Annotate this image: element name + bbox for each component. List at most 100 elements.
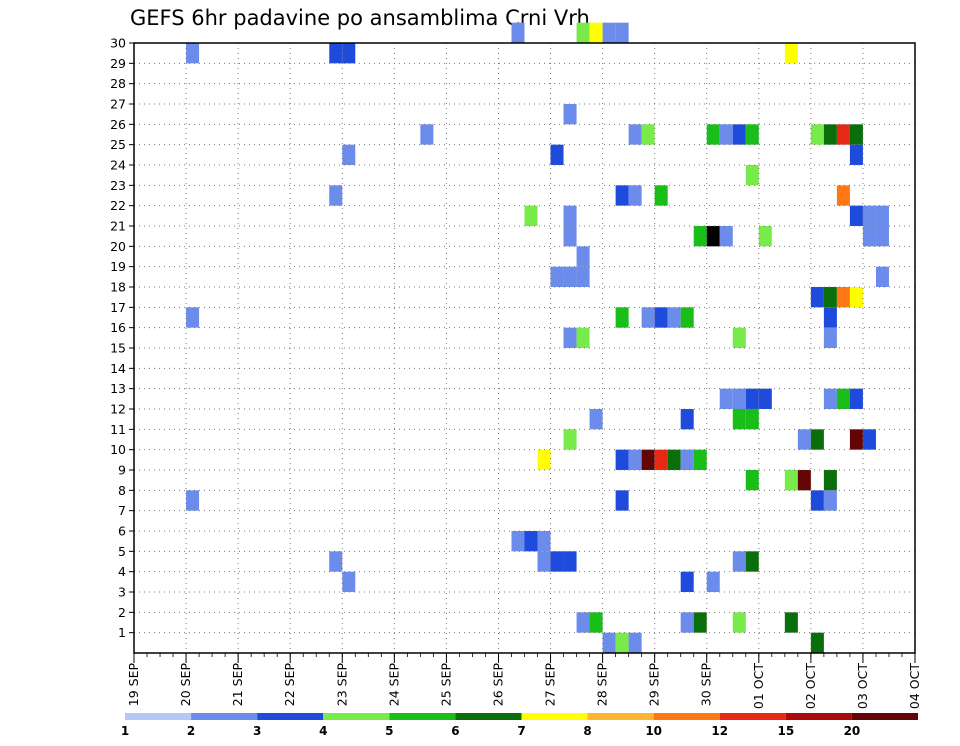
heatmap-cell — [823, 124, 837, 145]
legend-swatch — [851, 713, 918, 720]
heatmap-cell — [628, 124, 642, 145]
x-tick-label: 20 SEP — [178, 663, 193, 707]
heatmap-cells — [186, 22, 889, 653]
y-tick-label: 6 — [118, 524, 126, 539]
y-tick-label: 27 — [110, 97, 126, 112]
y-tick-label: 10 — [110, 442, 126, 457]
heatmap-cell — [875, 266, 889, 287]
heatmap-cell — [654, 449, 668, 470]
legend-label: 3 — [253, 724, 261, 738]
y-axis: 1234567891011121314151617181920212223242… — [110, 36, 134, 640]
x-tick-label: 30 SEP — [699, 663, 714, 707]
heatmap-cell — [667, 307, 681, 328]
heatmap-cell — [836, 388, 850, 409]
heatmap-cell — [849, 124, 863, 145]
heatmap-cell — [420, 124, 434, 145]
heatmap-cell — [628, 632, 642, 653]
heatmap-cell — [758, 388, 772, 409]
heatmap-cell — [849, 388, 863, 409]
heatmap-cell — [745, 409, 759, 430]
heatmap-cell — [732, 327, 746, 348]
heatmap-cell — [641, 449, 655, 470]
heatmap-cell — [797, 470, 811, 491]
legend-swatch — [191, 713, 258, 720]
heatmap-cell — [823, 388, 837, 409]
heatmap-cell — [862, 226, 876, 247]
heatmap-cell — [537, 449, 551, 470]
legend-label: 7 — [517, 724, 525, 738]
heatmap-cell — [186, 490, 200, 511]
x-axis: 19 SEP 20 SEP 21 SEP 22 SEP 23 SEP 24 SEP 25 S… — [126, 653, 922, 709]
heatmap-cell — [797, 429, 811, 450]
y-tick-label: 29 — [110, 56, 126, 71]
legend-label: 20 — [844, 724, 861, 738]
heatmap-cell — [836, 124, 850, 145]
grid-lines — [134, 43, 915, 653]
y-tick-label: 17 — [110, 300, 126, 315]
legend-label: 5 — [385, 724, 393, 738]
x-tick-label: 26 SEP — [490, 663, 505, 707]
legend-swatch — [653, 713, 720, 720]
y-tick-label: 18 — [110, 280, 126, 295]
y-tick-label: 24 — [110, 158, 126, 173]
heatmap-cell — [849, 429, 863, 450]
x-tick-label: 23 SEP — [334, 663, 349, 707]
heatmap-cell — [563, 226, 577, 247]
x-tick-label: 04 OCT — [907, 663, 922, 709]
heatmap-cell — [823, 470, 837, 491]
heatmap-cell — [732, 612, 746, 633]
heatmap-cell — [693, 226, 707, 247]
legend-swatch — [587, 713, 654, 720]
heatmap-cell — [732, 388, 746, 409]
heatmap-cell — [680, 409, 694, 430]
y-tick-label: 2 — [118, 605, 126, 620]
heatmap-cell — [576, 327, 590, 348]
heatmap-cell — [810, 287, 824, 308]
heatmap-cell — [628, 449, 642, 470]
y-tick-label: 22 — [110, 198, 126, 213]
heatmap-cell — [511, 22, 525, 43]
y-tick-label: 15 — [110, 341, 126, 356]
legend-label: 1 — [121, 724, 129, 738]
y-tick-label: 12 — [110, 402, 126, 417]
heatmap-cell — [719, 226, 733, 247]
y-tick-label: 30 — [110, 36, 126, 51]
heatmap-cell — [576, 612, 590, 633]
heatmap-cell — [823, 287, 837, 308]
heatmap-cell — [615, 449, 629, 470]
y-tick-label: 20 — [110, 239, 126, 254]
heatmap-cell — [537, 551, 551, 572]
heatmap-cell — [615, 490, 629, 511]
heatmap-cell — [550, 266, 564, 287]
heatmap-cell — [615, 22, 629, 43]
heatmap-cell — [576, 246, 590, 267]
heatmap-cell — [680, 449, 694, 470]
heatmap-cell — [719, 124, 733, 145]
heatmap-cell — [732, 551, 746, 572]
y-tick-label: 1 — [118, 625, 126, 640]
heatmap-cell — [810, 490, 824, 511]
legend-label: 2 — [187, 724, 195, 738]
heatmap-cell — [706, 124, 720, 145]
legend-label: 6 — [451, 724, 459, 738]
heatmap-cell — [654, 185, 668, 206]
heatmap-cell — [329, 43, 343, 64]
x-tick-label: 22 SEP — [282, 663, 297, 707]
heatmap-cell — [745, 124, 759, 145]
heatmap-cell — [693, 612, 707, 633]
heatmap-cell — [849, 287, 863, 308]
y-tick-label: 23 — [110, 178, 126, 193]
heatmap-cell — [836, 185, 850, 206]
heatmap-cell — [810, 429, 824, 450]
heatmap-cell — [524, 205, 538, 226]
heatmap-cell — [615, 185, 629, 206]
heatmap-cell — [745, 165, 759, 186]
heatmap-cell — [602, 22, 616, 43]
y-tick-label: 5 — [118, 544, 126, 559]
heatmap-cell — [563, 205, 577, 226]
heatmap-cell — [719, 388, 733, 409]
heatmap-cell — [693, 449, 707, 470]
x-tick-label: 03 OCT — [855, 663, 870, 709]
legend-label: 15 — [777, 724, 794, 738]
